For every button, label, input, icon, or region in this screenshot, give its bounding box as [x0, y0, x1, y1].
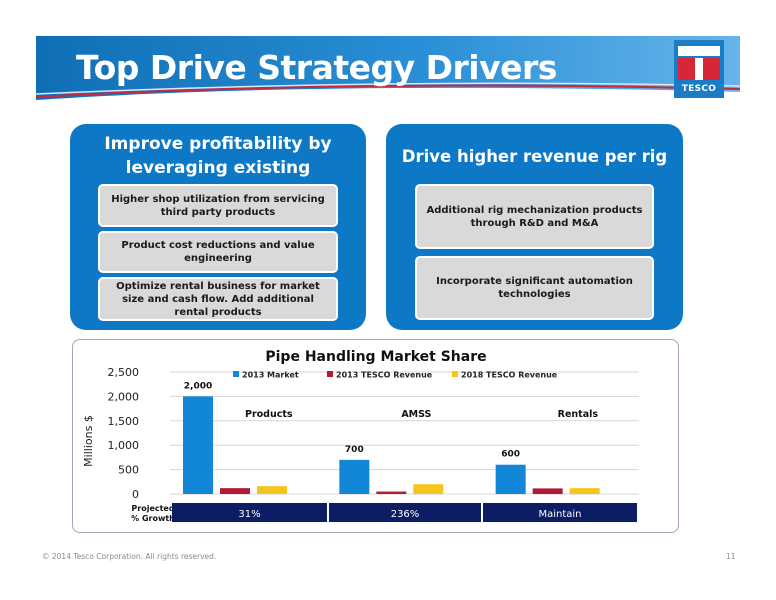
legend-entry: 2013 TESCO Revenue: [336, 371, 433, 380]
bar: [569, 488, 600, 494]
panel-profitability: Improve profitability by leveraging exis…: [70, 124, 366, 330]
page-number: 11: [726, 552, 736, 561]
y-tick-label: 2,500: [108, 366, 140, 379]
driver-item-shop-utilization: Higher shop utilization from servicing t…: [98, 184, 338, 227]
bar: [183, 396, 213, 494]
panel-title-revenue-per-rig: Drive higher revenue per rig: [401, 147, 668, 166]
bar: [495, 464, 526, 494]
growth-value: 236%: [391, 509, 420, 520]
tesco-logo: TESCO: [674, 40, 724, 98]
bar: [413, 484, 444, 494]
y-tick-label: 0: [132, 488, 139, 501]
growth-cell: [483, 503, 637, 522]
tesco-logo-mark: [674, 40, 724, 98]
legend-swatch: [327, 371, 333, 377]
y-tick-label: 1,500: [108, 415, 140, 428]
driver-item-cost-reductions: Product cost reductions and value engine…: [98, 231, 338, 273]
bar: [339, 459, 370, 494]
y-axis-label: Millions $: [82, 415, 95, 467]
driver-item-rental-business: Optimize rental business for market size…: [98, 277, 338, 321]
growth-cell: [172, 503, 327, 522]
page-title: Top Drive Strategy Drivers: [76, 48, 557, 87]
bar: [532, 488, 563, 494]
growth-value: 31%: [238, 509, 260, 520]
bar: [376, 491, 407, 494]
data-label: 2,000: [184, 381, 212, 391]
pipe-handling-chart: Pipe Handling Market Share 0 500 1,000 1,500…: [72, 339, 679, 533]
legend-swatch: [233, 371, 239, 377]
title-banner: [36, 36, 740, 106]
legend-swatch: [452, 371, 458, 377]
bar: [257, 486, 287, 494]
y-tick-label: 2,000: [108, 390, 140, 403]
y-tick-label: 1,000: [108, 439, 140, 452]
chart-svg: Pipe Handling Market Share 0 500 1,000 1,500…: [82, 349, 639, 523]
category-label: Products: [245, 409, 293, 420]
banner-swoosh: [36, 82, 740, 106]
growth-cell: [329, 503, 481, 522]
growth-value: Maintain: [538, 509, 581, 520]
legend-entry: 2018 TESCO Revenue: [461, 371, 558, 380]
data-label: 700: [345, 445, 364, 455]
driver-item-automation: Incorporate significant automation techn…: [415, 256, 654, 320]
category-label: AMSS: [401, 409, 431, 420]
logo-text: TESCO: [681, 84, 717, 94]
category-label: Rentals: [558, 409, 599, 420]
data-label: 600: [501, 450, 520, 460]
growth-row-label: Projected: [131, 504, 174, 513]
y-tick-label: 500: [118, 464, 139, 477]
copyright-footer: © 2014 Tesco Corporation. All rights res…: [42, 552, 217, 561]
driver-item-rig-mechanization: Additional rig mechanization products th…: [415, 184, 654, 249]
legend-entry: 2013 Market: [242, 371, 299, 380]
bar: [220, 488, 250, 494]
panel-revenue-per-rig: Drive higher revenue per rig Additional …: [386, 124, 683, 330]
chart-title: Pipe Handling Market Share: [265, 349, 486, 365]
growth-row-label: % Growth: [131, 514, 175, 523]
